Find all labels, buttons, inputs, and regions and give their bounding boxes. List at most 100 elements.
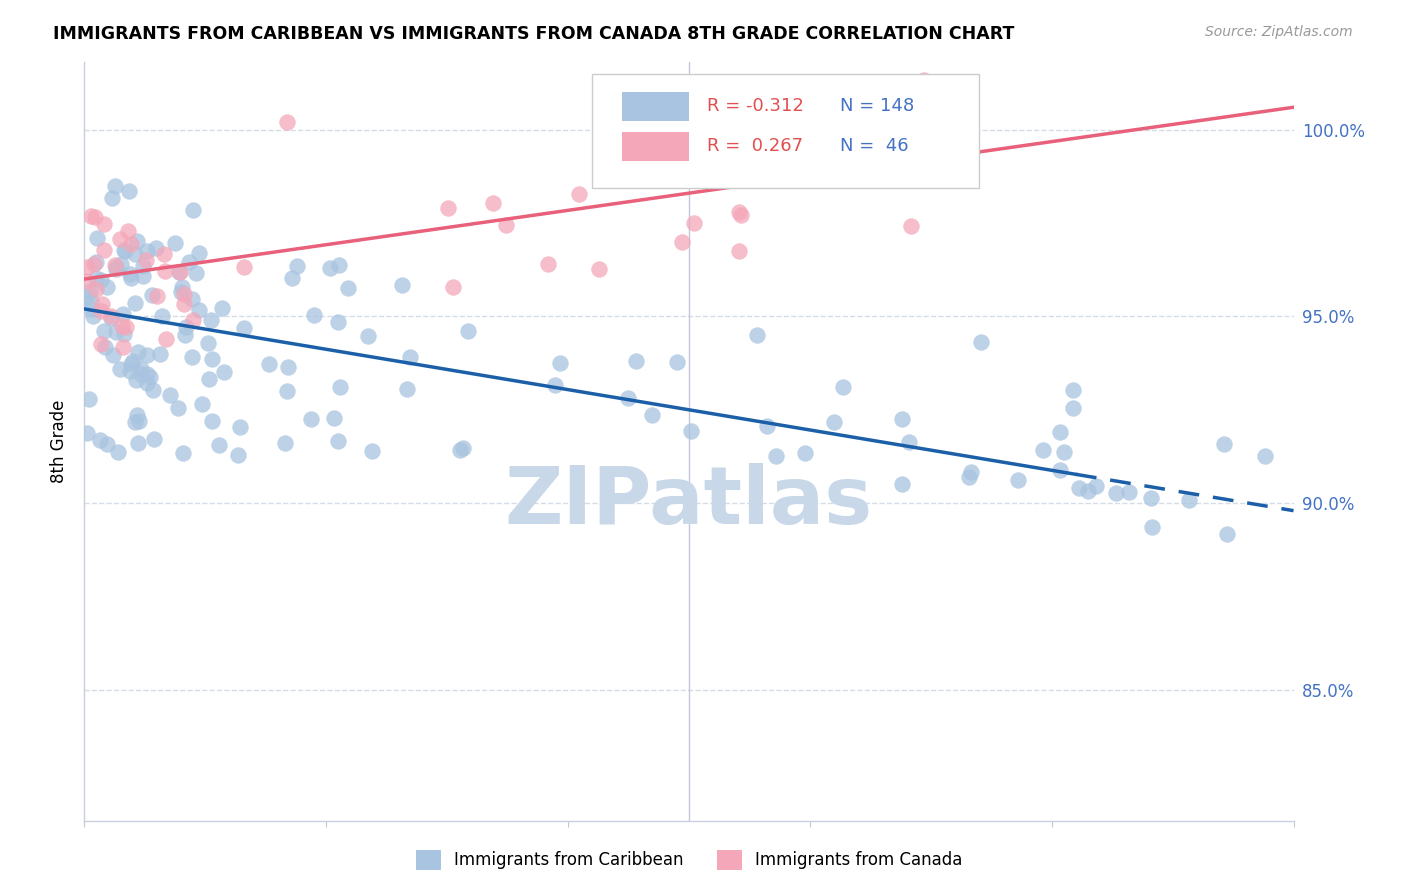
Point	[101, 348, 124, 362]
Point	[108, 362, 131, 376]
Point	[76, 289, 98, 303]
Point	[129, 361, 152, 376]
Point	[174, 327, 197, 342]
Point	[398, 350, 420, 364]
Point	[201, 352, 224, 367]
Point	[139, 369, 162, 384]
Point	[197, 335, 219, 350]
Point	[211, 301, 233, 315]
Point	[201, 413, 224, 427]
Point	[86, 231, 108, 245]
Point	[135, 252, 157, 267]
Point	[77, 392, 100, 406]
Point	[329, 380, 352, 394]
Point	[1049, 425, 1071, 439]
Point	[299, 412, 322, 426]
Point	[167, 401, 190, 416]
Point	[86, 270, 108, 285]
Point	[127, 345, 149, 359]
Point	[187, 246, 209, 260]
Point	[93, 324, 115, 338]
Point	[118, 185, 141, 199]
Point	[90, 273, 112, 287]
Point	[319, 260, 342, 275]
Point	[285, 259, 308, 273]
Point	[214, 365, 236, 379]
Point	[163, 235, 186, 250]
Point	[180, 350, 202, 364]
Point	[1105, 486, 1128, 500]
Point	[323, 410, 346, 425]
Point	[1140, 519, 1163, 533]
Point	[114, 244, 136, 258]
Point	[396, 382, 419, 396]
Point	[118, 267, 141, 281]
Point	[105, 260, 128, 275]
Point	[149, 347, 172, 361]
Point	[897, 435, 920, 450]
Point	[1032, 442, 1054, 457]
Point	[326, 434, 349, 449]
Point	[120, 357, 142, 371]
Point	[391, 277, 413, 292]
Point	[173, 296, 195, 310]
Point	[84, 211, 107, 225]
Point	[131, 367, 153, 381]
Point	[80, 301, 103, 316]
Point	[1067, 481, 1090, 495]
Point	[127, 435, 149, 450]
Point	[132, 268, 155, 283]
Point	[1077, 484, 1099, 499]
Point	[136, 348, 159, 362]
Point	[90, 304, 112, 318]
Point	[641, 408, 664, 422]
Point	[281, 271, 304, 285]
Point	[125, 373, 148, 387]
Point	[96, 437, 118, 451]
Point	[120, 270, 142, 285]
Point	[229, 420, 252, 434]
Point	[91, 297, 114, 311]
FancyBboxPatch shape	[623, 92, 689, 120]
Point	[177, 255, 200, 269]
Point	[233, 320, 256, 334]
Point	[110, 232, 132, 246]
Point	[146, 289, 169, 303]
Point	[900, 219, 922, 234]
Point	[960, 465, 983, 479]
Point	[823, 415, 845, 429]
Point	[624, 354, 647, 368]
Point	[93, 340, 115, 354]
Point	[124, 247, 146, 261]
Point	[208, 437, 231, 451]
Point	[1178, 493, 1201, 508]
Point	[84, 282, 107, 296]
Point	[683, 216, 706, 230]
Point	[665, 355, 688, 369]
Point	[169, 265, 191, 279]
Point	[832, 380, 855, 394]
Point	[107, 445, 129, 459]
Point	[136, 367, 159, 381]
Point	[1118, 485, 1140, 500]
Point	[912, 73, 935, 87]
Point	[276, 115, 298, 129]
Point	[274, 436, 297, 450]
Point	[79, 284, 101, 298]
Point	[132, 259, 155, 273]
Point	[100, 311, 122, 326]
Point	[120, 236, 142, 251]
Point	[76, 260, 98, 275]
Point	[110, 257, 132, 271]
Y-axis label: 8th Grade: 8th Grade	[51, 400, 69, 483]
Point	[76, 274, 98, 288]
Point	[890, 476, 912, 491]
Point	[186, 266, 208, 280]
Point	[180, 292, 202, 306]
Point	[125, 234, 148, 248]
Point	[181, 202, 204, 217]
Point	[765, 449, 787, 463]
Point	[135, 244, 157, 259]
Point	[755, 419, 778, 434]
Point	[104, 262, 127, 277]
